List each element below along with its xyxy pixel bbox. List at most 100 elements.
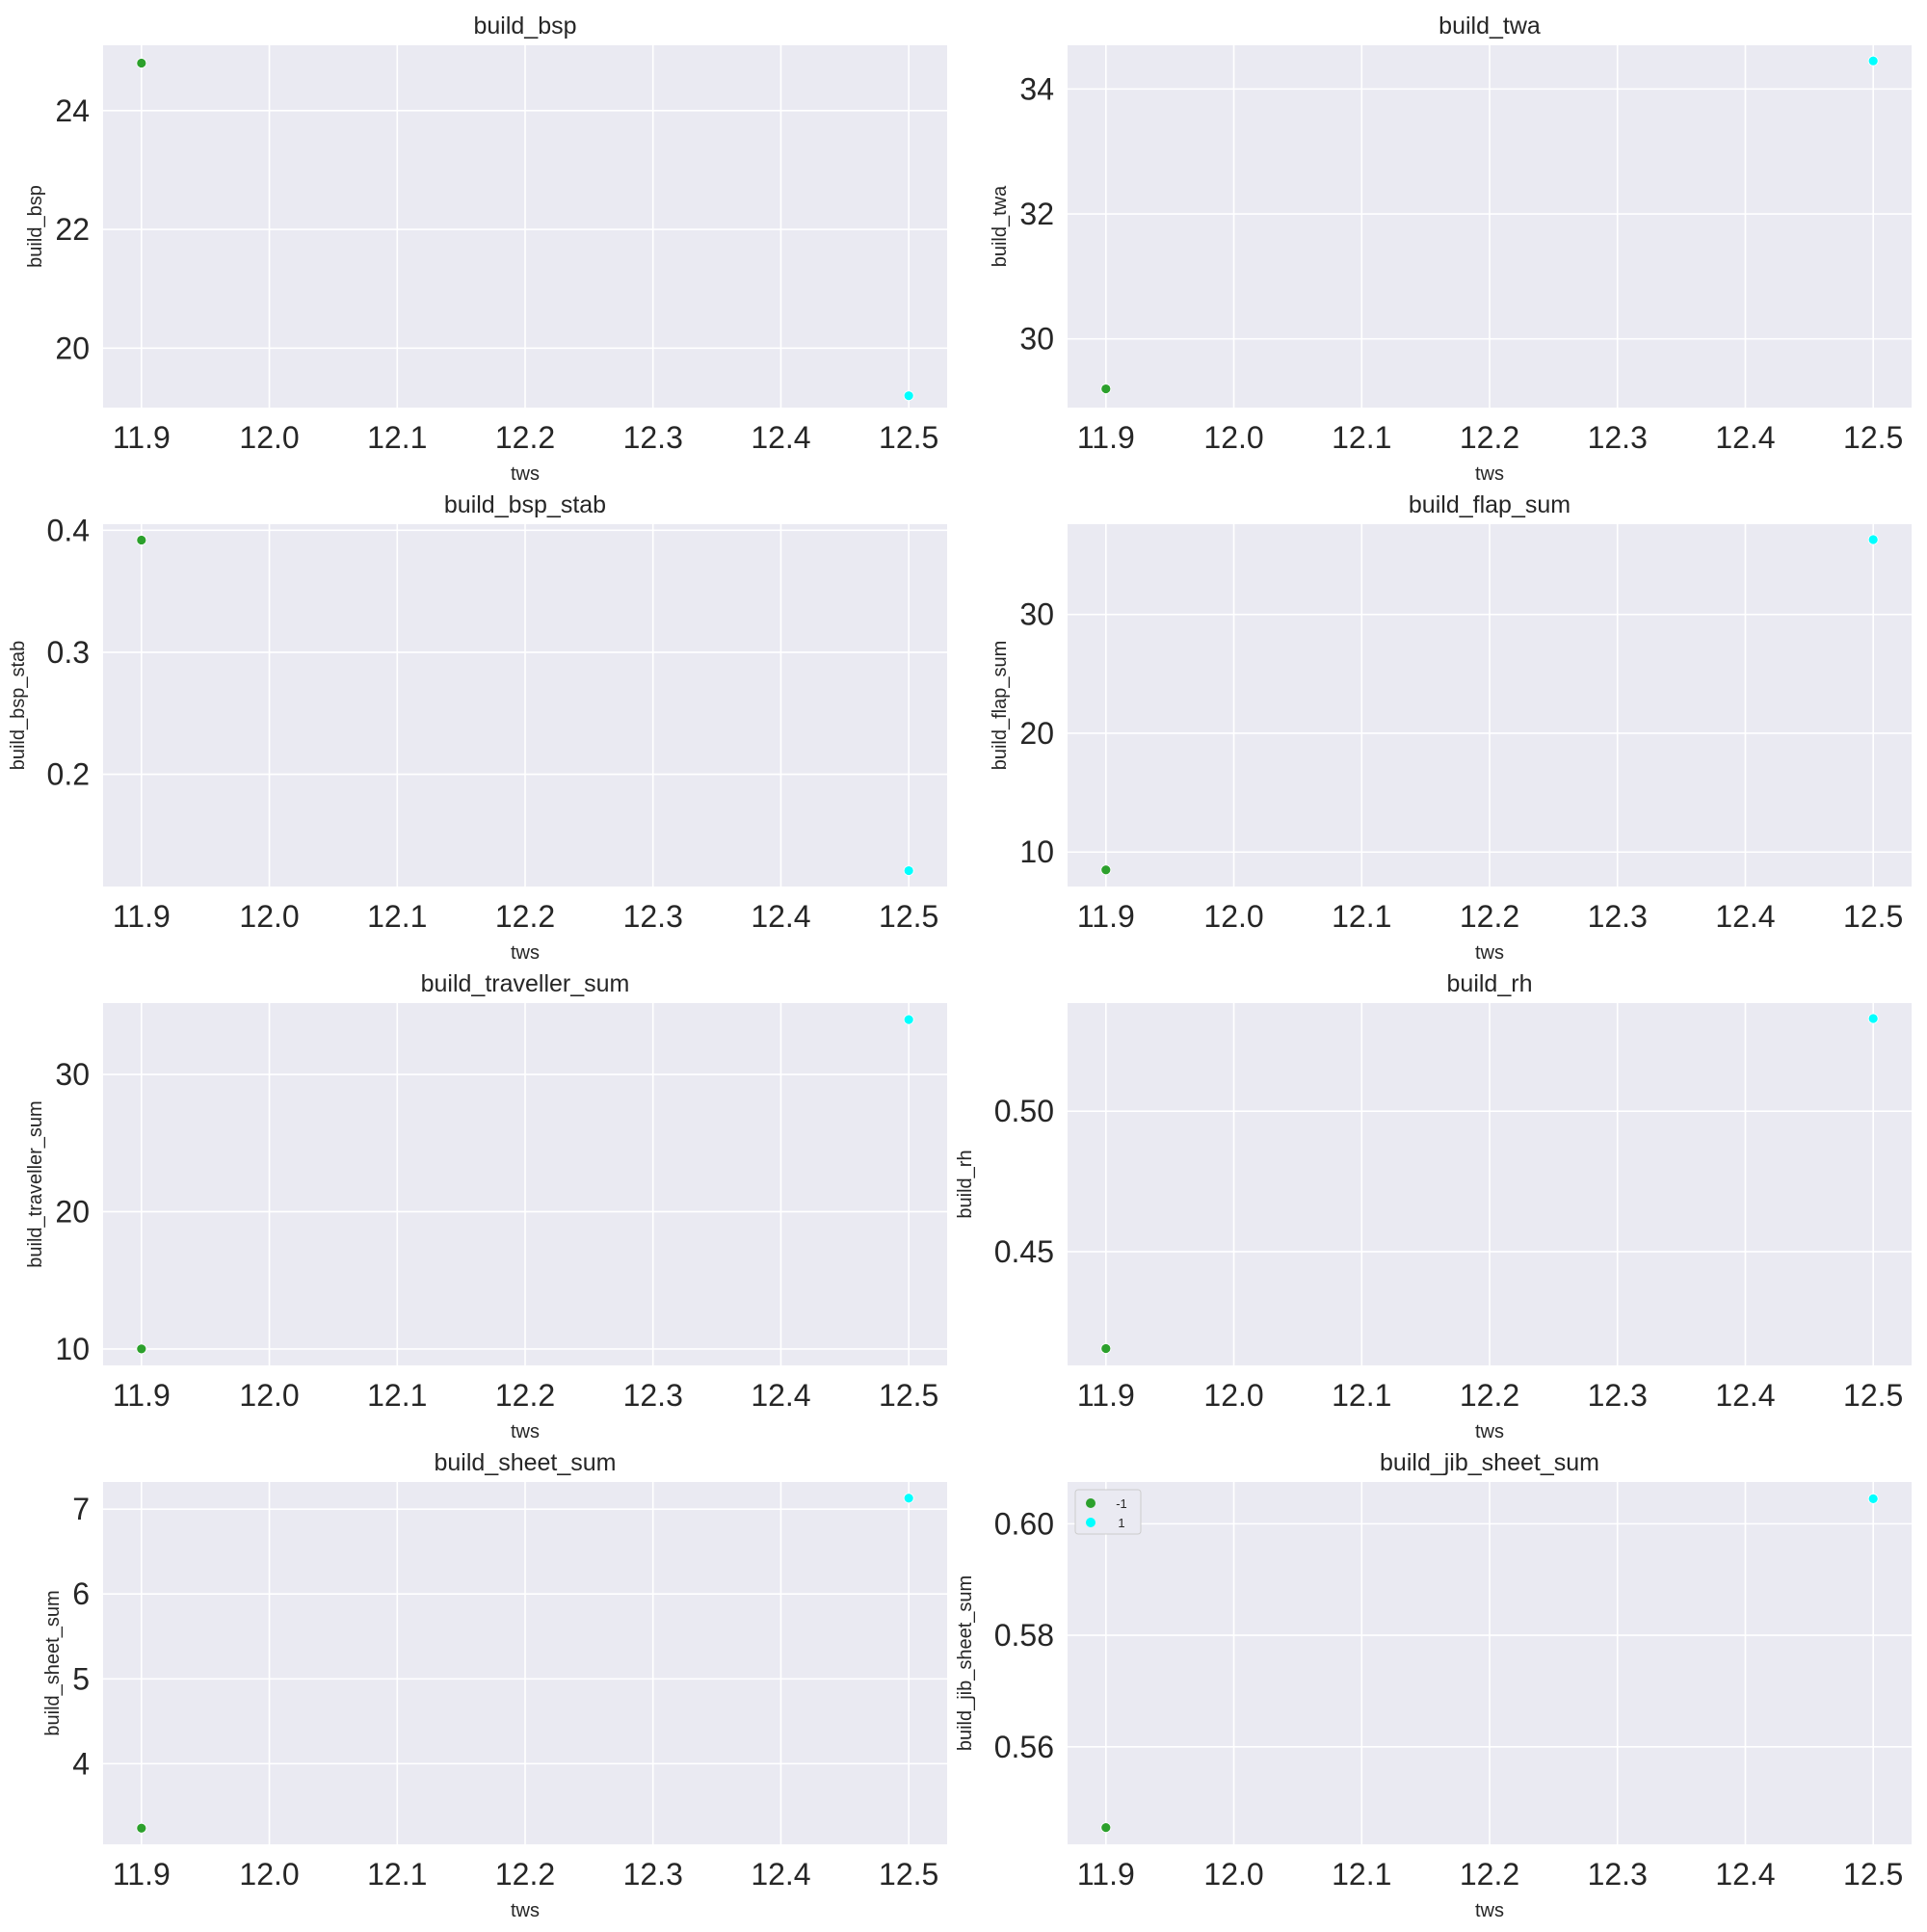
x-axis-label: tws (1475, 1900, 1504, 1921)
y-tick-label: 0.3 (47, 635, 90, 670)
y-axis-label: build_rh (955, 1150, 976, 1218)
x-tick-label: 12.1 (367, 1378, 427, 1413)
y-tick-label: 20 (55, 1194, 90, 1229)
chart-title: build_sheet_sum (434, 1449, 616, 1476)
x-tick-label: 12.0 (1203, 420, 1263, 455)
x-axis-label: tws (511, 463, 540, 485)
x-tick-label: 12.0 (239, 899, 299, 934)
x-axis-label: tws (511, 942, 540, 964)
x-tick-label: 12.5 (1843, 1857, 1903, 1892)
x-axis-label: tws (1475, 1421, 1504, 1442)
x-tick-label: 12.4 (1715, 1378, 1775, 1413)
data-point-hue-neg1 (136, 535, 147, 545)
chart-title: build_rh (1447, 970, 1533, 997)
x-tick-label: 12.2 (495, 899, 555, 934)
x-tick-label: 12.2 (1460, 1857, 1519, 1892)
x-tick-label: 12.3 (623, 1857, 683, 1892)
x-tick-label: 12.1 (1332, 420, 1391, 455)
x-tick-label: 12.3 (1588, 420, 1648, 455)
y-axis-label: build_jib_sheet_sum (955, 1575, 976, 1751)
x-tick-label: 12.2 (1460, 899, 1519, 934)
data-point-hue-1 (1867, 1013, 1879, 1024)
y-tick-label: 7 (72, 1492, 90, 1526)
x-tick-label: 12.3 (623, 1378, 683, 1413)
x-tick-label: 11.9 (1077, 420, 1135, 455)
data-point-hue-neg1 (136, 1343, 147, 1355)
x-tick-label: 12.0 (1203, 1378, 1263, 1413)
chart-panel: 11.9 12.0 12.1 12.2 12.3 12.4 12.5 10 20 30 build_… (25, 970, 947, 1442)
x-tick-label: 11.9 (113, 420, 171, 455)
data-point-hue-neg1 (1100, 1343, 1112, 1354)
y-tick-label: 34 (1019, 71, 1054, 106)
x-tick-label: 11.9 (1077, 1378, 1135, 1413)
x-tick-label: 12.4 (751, 1378, 810, 1413)
y-tick-label: 0.60 (994, 1506, 1054, 1541)
x-tick-label: 11.9 (113, 1857, 171, 1892)
chart-title: build_twa (1439, 13, 1541, 40)
legend-label: -1 (1116, 1496, 1127, 1511)
y-tick-label: 30 (1019, 322, 1054, 357)
x-axis-label: tws (1475, 463, 1504, 485)
chart-panel: 11.9 12.0 12.1 12.2 12.3 12.4 12.5 4 5 6 7 build_sh… (42, 1449, 947, 1921)
x-tick-label: 11.9 (1077, 1857, 1135, 1892)
chart-panel: 11.9 12.0 12.1 12.2 12.3 12.4 12.5 30 32 34 build_… (990, 13, 1912, 485)
y-axis-label: build_twa (990, 185, 1011, 267)
x-tick-label: 12.5 (879, 899, 938, 934)
y-tick-label: 0.4 (47, 513, 90, 547)
y-axis-label: build_flap_sum (990, 641, 1011, 771)
y-tick-label: 0.2 (47, 757, 90, 792)
x-tick-label: 11.9 (1077, 899, 1135, 934)
y-tick-label: 0.50 (994, 1094, 1054, 1128)
x-tick-label: 12.3 (1588, 899, 1648, 934)
x-tick-label: 12.4 (1715, 1857, 1775, 1892)
y-tick-label: 30 (55, 1057, 90, 1092)
chart-panel: 11.9 12.0 12.1 12.2 12.3 12.4 12.5 10 20 30 build_… (990, 491, 1912, 964)
chart-panel: 11.9 12.0 12.1 12.2 12.3 12.4 12.5 0.2 0.3 0.4 bui… (8, 491, 947, 964)
data-point-hue-neg1 (1100, 384, 1112, 394)
x-tick-label: 12.1 (367, 899, 427, 934)
x-tick-label: 12.1 (367, 1857, 427, 1892)
x-tick-label: 12.1 (1332, 1857, 1391, 1892)
x-tick-label: 12.5 (879, 420, 938, 455)
chart-title: build_traveller_sum (421, 970, 630, 997)
x-axis-label: tws (511, 1421, 540, 1442)
chart-title: build_jib_sheet_sum (1380, 1449, 1599, 1476)
y-axis-label: build_bsp_stab (8, 641, 29, 771)
x-tick-label: 12.4 (1715, 420, 1775, 455)
x-tick-label: 12.5 (879, 1857, 938, 1892)
x-tick-label: 11.9 (113, 899, 171, 934)
chart-title: build_bsp (473, 13, 576, 40)
data-point-hue-1 (903, 1014, 914, 1025)
x-tick-label: 12.4 (751, 1857, 810, 1892)
chart-panel: 11.9 12.0 12.1 12.2 12.3 12.4 12.5 0.56 0.58 0.60… (955, 1449, 1912, 1921)
y-axis-label: build_bsp (25, 185, 46, 268)
x-tick-label: 12.0 (239, 1857, 299, 1892)
x-tick-label: 12.5 (1843, 420, 1903, 455)
x-tick-label: 12.2 (1460, 1378, 1519, 1413)
legend-label: 1 (1118, 1516, 1124, 1530)
x-tick-label: 12.2 (495, 1378, 555, 1413)
x-tick-label: 11.9 (113, 1378, 171, 1413)
x-tick-label: 12.0 (1203, 1857, 1263, 1892)
legend-marker (1086, 1498, 1095, 1508)
chart-title: build_flap_sum (1409, 491, 1571, 518)
y-tick-label: 5 (72, 1661, 90, 1696)
data-point-hue-1 (903, 1493, 914, 1504)
x-axis-label: tws (511, 1900, 540, 1921)
x-tick-label: 12.4 (751, 420, 810, 455)
legend-box (1074, 1489, 1142, 1535)
y-tick-label: 22 (55, 212, 90, 247)
y-tick-label: 20 (55, 331, 90, 365)
y-tick-label: 0.58 (994, 1618, 1054, 1653)
data-point-hue-1 (1867, 55, 1879, 66)
y-tick-label: 6 (72, 1576, 90, 1611)
y-tick-label: 24 (55, 93, 90, 128)
y-tick-label: 20 (1019, 716, 1054, 751)
y-tick-label: 10 (55, 1332, 90, 1366)
x-tick-label: 12.3 (623, 420, 683, 455)
x-tick-label: 12.5 (879, 1378, 938, 1413)
x-tick-label: 12.2 (495, 1857, 555, 1892)
x-tick-label: 12.0 (1203, 899, 1263, 934)
